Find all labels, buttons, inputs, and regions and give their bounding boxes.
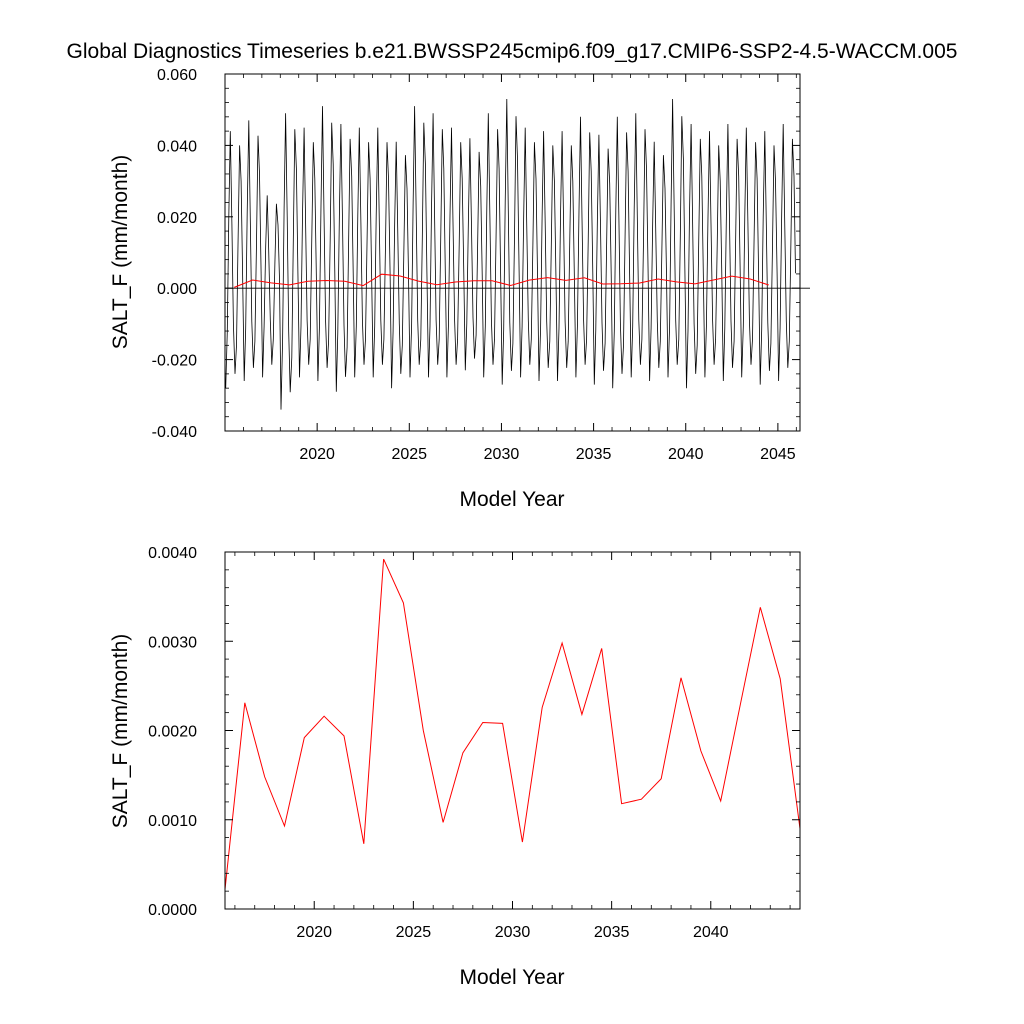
bottom-y-tick-label: 0.0030 <box>148 634 197 651</box>
bottom-y-axis-label: SALT_F (mm/month) <box>109 634 132 828</box>
top-y-tick-label: -0.020 <box>152 353 197 370</box>
top-y-tick-label: 0.060 <box>157 67 197 84</box>
top-annual-series-line <box>234 273 769 288</box>
bottom-x-tick-label: 2025 <box>396 924 432 941</box>
top-x-tick-label: 2045 <box>760 446 796 463</box>
bottom-x-tick-label: 2020 <box>296 924 332 941</box>
bottom-x-axis-label: Model Year <box>459 966 564 989</box>
top-x-tick-label: 2030 <box>484 446 520 463</box>
bottom-x-tick-label: 2040 <box>693 924 729 941</box>
bottom-x-tick-label: 2030 <box>495 924 531 941</box>
top-y-tick-label: 0.040 <box>157 138 197 155</box>
bottom-y-tick-label: 0.0020 <box>148 724 197 741</box>
bottom-x-ticks: 2020 2025 2030 2035 2040 <box>234 552 791 941</box>
top-x-tick-label: 2035 <box>576 446 612 463</box>
top-x-tick-label: 2040 <box>668 446 704 463</box>
bottom-annual-series-line <box>224 558 801 890</box>
top-y-ticks: -0.040 -0.020 0.000 0.020 0.040 0.060 <box>152 67 800 441</box>
bottom-y-tick-label: 0.0000 <box>148 902 197 919</box>
top-y-axis-label: SALT_F (mm/month) <box>109 155 132 349</box>
top-x-axis-label: Model Year <box>459 488 564 511</box>
top-y-tick-label: 0.020 <box>157 210 197 227</box>
top-x-ticks: 2020 2025 2030 2035 2040 2045 <box>224 74 797 463</box>
top-x-tick-label: 2025 <box>391 446 427 463</box>
top-x-tick-label: 2020 <box>299 446 335 463</box>
top-panel: 2020 2025 2030 2035 2040 2045 -0.040 -0.020 0.0… <box>109 67 810 511</box>
top-y-tick-label: 0.000 <box>157 281 197 298</box>
bottom-y-tick-label: 0.0040 <box>148 545 197 562</box>
bottom-y-ticks: 0.0000 0.0010 0.0020 0.0030 0.0040 <box>148 545 800 919</box>
top-plot-clip-group <box>225 98 810 410</box>
bottom-x-tick-label: 2035 <box>594 924 630 941</box>
bottom-panel: 2020 2025 2030 2035 2040 0.00000.00100.00200… <box>109 545 801 989</box>
top-plot-frame <box>224 73 801 432</box>
top-monthly-series-line <box>225 98 796 410</box>
top-y-tick-label: -0.040 <box>152 424 197 441</box>
bottom-y-tick-label: 0.0010 <box>148 813 197 830</box>
chart-title: Global Diagnostics Timeseries b.e21.BWSS… <box>67 40 958 63</box>
